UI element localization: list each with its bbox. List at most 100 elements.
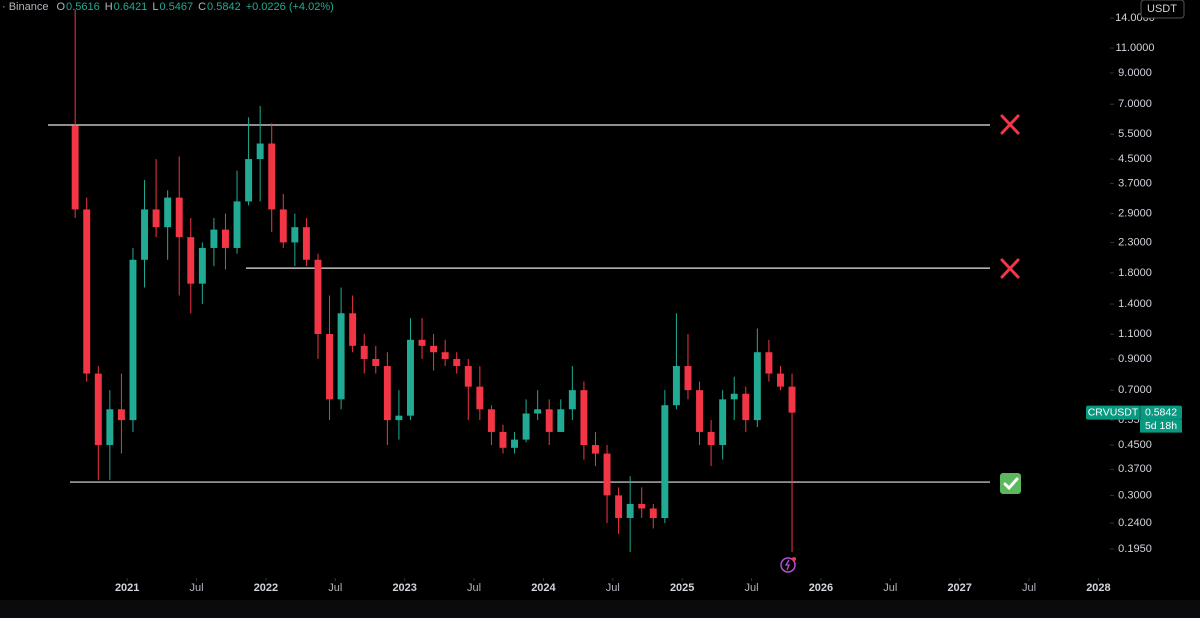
x-tick-label: 2021	[115, 582, 139, 594]
candle-body	[568, 390, 576, 410]
candle-body	[765, 352, 773, 374]
candle-body	[175, 197, 183, 238]
candle-body	[94, 373, 102, 446]
candle-body	[730, 393, 738, 400]
candle-body	[719, 399, 727, 446]
candle-body	[106, 409, 114, 446]
candle-body	[256, 143, 264, 160]
candle-body	[268, 143, 276, 210]
candle-body	[638, 503, 646, 509]
candle-body	[592, 445, 599, 454]
y-tick-label: 11.0000	[1116, 42, 1155, 54]
candle-body	[233, 201, 241, 248]
alert-icon	[780, 557, 796, 573]
candle-body	[326, 334, 333, 400]
candle-body	[557, 409, 565, 432]
header-high: 0.6421	[114, 1, 148, 13]
header-high-label: H	[105, 1, 113, 13]
x-tick-label: Jul	[1022, 582, 1036, 594]
reject-icon	[1000, 114, 1020, 135]
x-tick-label: 2025	[670, 582, 694, 594]
y-tick-label: 0.3700	[1118, 463, 1152, 475]
candle-body	[407, 339, 414, 416]
candle-body	[418, 339, 426, 346]
candle-body	[672, 366, 680, 406]
candle-body	[187, 237, 195, 284]
candle-body	[696, 390, 703, 432]
candle-body	[753, 352, 761, 421]
x-tick-label: Jul	[467, 582, 481, 594]
x-tick-label: Jul	[606, 582, 620, 594]
candle-body	[279, 209, 287, 243]
y-tick-label: 1.1000	[1118, 328, 1152, 340]
header-close-label: C	[198, 1, 206, 13]
candle-body	[453, 358, 461, 367]
header-exchange: · Binance	[2, 1, 48, 13]
candle-body	[314, 259, 322, 335]
candle-body	[441, 352, 449, 359]
candle-body	[511, 439, 518, 448]
candle-body	[499, 431, 507, 448]
candle-body	[649, 508, 657, 519]
candle-body	[684, 366, 692, 391]
x-tick-label: Jul	[745, 582, 759, 594]
candle-body	[534, 409, 542, 414]
price-tag: CRVUSDT 0.5842 5d 18h	[1086, 405, 1182, 433]
header-close: 0.5842	[207, 1, 241, 13]
candle-body	[210, 229, 218, 248]
price-tag-symbol: CRVUSDT	[1088, 406, 1139, 418]
candle-body	[580, 390, 588, 446]
candle-body	[71, 125, 79, 210]
header-open: 0.5616	[66, 1, 100, 13]
x-tick-label: 2022	[254, 582, 278, 594]
y-tick-label: 0.3000	[1118, 489, 1152, 501]
candle-body	[742, 393, 750, 421]
y-tick-label: 5.5000	[1118, 128, 1152, 140]
price-tag-countdown-box	[1140, 419, 1182, 433]
header-open-label: O	[56, 1, 65, 13]
header-low-label: L	[152, 1, 158, 13]
reject-icon	[1000, 258, 1020, 279]
candle-body	[476, 386, 484, 410]
candle-body	[198, 247, 206, 284]
price-tag-marker	[1086, 405, 1182, 420]
candle-body	[383, 366, 391, 421]
y-tick-label: 7.0000	[1118, 98, 1152, 110]
y-tick-label: 3.7000	[1118, 177, 1152, 189]
currency-label[interactable]: USDT	[1147, 3, 1177, 15]
candle-body	[430, 345, 438, 353]
x-tick-label: Jul	[190, 582, 204, 594]
candle-body	[522, 413, 530, 440]
candle-body	[707, 431, 715, 446]
candle-body	[83, 209, 91, 374]
y-tick-label: 2.3000	[1118, 236, 1152, 248]
candle-body	[291, 227, 299, 243]
candle-body	[464, 366, 472, 387]
candle-body	[661, 405, 669, 519]
candle-body	[777, 373, 784, 387]
candle-body	[152, 209, 160, 228]
candle-body	[626, 503, 634, 519]
y-tick-label: 4.5000	[1118, 153, 1152, 165]
x-tick-label: 2026	[809, 582, 833, 594]
x-tick-label: 2028	[1086, 582, 1110, 594]
currency-button[interactable]	[1140, 0, 1185, 19]
candle-body	[603, 453, 611, 496]
x-tick-label: Jul	[328, 582, 342, 594]
check-icon	[1000, 473, 1021, 494]
x-tick-label: Jul	[883, 582, 897, 594]
candle-body	[141, 209, 148, 260]
y-tick-label: 0.4500	[1118, 439, 1152, 451]
candle-body	[245, 159, 253, 202]
y-tick-label: 1.4000	[1118, 298, 1152, 310]
candle-body	[545, 409, 553, 432]
footer-strip	[0, 600, 1200, 618]
y-tick-label: 0.2400	[1118, 517, 1152, 529]
candle-body	[302, 227, 310, 260]
candle-body	[395, 415, 403, 421]
candle-body	[372, 358, 380, 367]
header-low: 0.5467	[159, 1, 193, 13]
x-tick-label: 2027	[947, 582, 971, 594]
